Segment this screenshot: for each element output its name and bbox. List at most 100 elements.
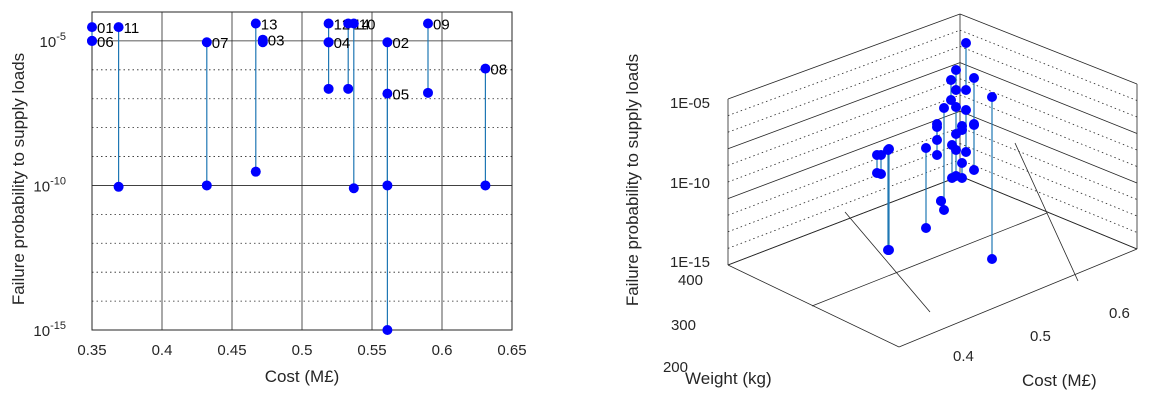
point-label-06: 06 <box>97 34 114 51</box>
y-axis-title: Weight (kg) <box>685 369 772 388</box>
marker-bottom-03 <box>257 37 268 48</box>
marker-3d-base <box>939 205 949 215</box>
point-label-05: 05 <box>392 87 409 104</box>
y-tick-exponent: -15 <box>50 320 66 332</box>
marker-bottom-11 <box>113 181 124 192</box>
marker-top-10 <box>348 18 359 29</box>
point-label-02: 02 <box>392 35 409 52</box>
z-axis-title: Failure probability to supply loads <box>623 54 642 306</box>
marker-top-12 <box>323 18 334 29</box>
marker-3d-base <box>951 85 961 95</box>
wall-left-grid <box>727 29 961 116</box>
point-label-03: 03 <box>268 33 285 50</box>
marker-3d <box>969 73 979 83</box>
wall-right-grid <box>959 94 1138 167</box>
marker-top-13 <box>250 18 261 29</box>
marker-3d <box>961 38 971 48</box>
x-axis-title: Cost (M£) <box>265 367 340 386</box>
marker-top-02 <box>382 37 393 48</box>
x-tick-label: 0.5 <box>1030 328 1051 345</box>
marker-top-05 <box>382 88 393 99</box>
marker-3d <box>883 145 893 155</box>
wall-left-grid <box>727 46 961 133</box>
marker-3d-base <box>946 95 956 105</box>
wall-right-grid <box>959 143 1138 217</box>
x-tick-label: 0.65 <box>497 342 526 359</box>
marker-bottom-12 <box>323 37 334 48</box>
wall-left-grid <box>727 175 961 266</box>
y-tick-base: 10 <box>40 34 57 51</box>
y-tick-exponent: -10 <box>50 175 66 187</box>
plot-frame <box>91 11 513 331</box>
marker-top-01 <box>87 22 97 33</box>
marker-bottom-13 <box>250 166 261 177</box>
x-tick-label: 0.55 <box>357 342 386 359</box>
marker-3d-base <box>883 245 893 255</box>
marker-3d <box>946 75 956 85</box>
marker-3d <box>951 65 961 75</box>
x-tick-label: 0.4 <box>152 342 173 359</box>
marker-3d-base <box>932 150 942 160</box>
marker-3d-base <box>987 254 997 264</box>
marker-3d <box>921 143 931 153</box>
wall-left-grid <box>727 143 961 233</box>
marker-bottom-14 <box>343 83 354 94</box>
marker-3d <box>951 102 961 112</box>
floor-grid-cost-2 <box>1014 142 1079 282</box>
marker-bottom-09 <box>423 87 433 98</box>
marker-3d <box>932 122 942 132</box>
x-tick-label: 0.45 <box>217 342 246 359</box>
wall-right-grid <box>959 127 1138 200</box>
z-tick-label: 1E-15 <box>670 254 710 271</box>
wall-right-grid <box>959 175 1138 250</box>
wall-left-grid <box>727 78 961 166</box>
point-label-09: 09 <box>433 17 450 34</box>
marker-3d <box>872 168 882 178</box>
wall-left-grid <box>727 159 961 249</box>
marker-top-06 <box>87 35 97 46</box>
marker-bottom-05 <box>382 180 393 191</box>
point-label-04: 04 <box>334 35 351 52</box>
wall-right-grid <box>959 46 1138 118</box>
x-tick-label: 0.4 <box>953 348 974 365</box>
marker-top-11 <box>113 22 124 33</box>
marker-3d <box>987 92 997 102</box>
wall-right-grid <box>959 78 1138 151</box>
marker-3d-base <box>969 165 979 175</box>
x-tick-label: 0.6 <box>432 342 453 359</box>
axis-weight <box>727 264 900 348</box>
x-tick-label: 0.6 <box>1109 305 1130 322</box>
marker-bottom-04 <box>323 83 334 94</box>
marker-3d <box>951 129 961 139</box>
x-tick-label: 0.5 <box>292 342 313 359</box>
floor-grid-weight <box>811 212 1048 307</box>
wall-left-grid <box>727 13 961 100</box>
y-tick-exponent: -5 <box>56 31 66 43</box>
y-tick-label: 10-15 <box>33 320 66 340</box>
axis-cost <box>898 248 1138 348</box>
y-tick-base: 10 <box>33 178 50 195</box>
y-tick-base: 10 <box>33 323 50 340</box>
wall-left-grid <box>727 94 961 183</box>
marker-3d-base <box>932 135 942 145</box>
marker-3d-base <box>961 85 971 95</box>
marker-top-08 <box>480 63 491 74</box>
z-tick-label: 1E-10 <box>670 175 710 192</box>
marker-3d-base <box>936 196 946 206</box>
marker-3d-base <box>961 147 971 157</box>
marker-top-09 <box>423 18 433 29</box>
point-label-01: 01 <box>97 20 114 37</box>
point-label-11: 11 <box>124 20 140 37</box>
marker-3d-base <box>947 173 957 183</box>
marker-3d <box>957 158 967 168</box>
y-tick-label: 10-10 <box>33 175 66 195</box>
floor-grid-cost <box>844 211 931 313</box>
point-label-07: 07 <box>212 35 229 52</box>
wall-right-grid <box>959 62 1138 134</box>
marker-3d <box>939 103 949 113</box>
y-tick-label: 200 <box>663 359 688 376</box>
x-axis-title: Cost (M£) <box>1022 371 1097 390</box>
marker-top-07 <box>201 37 212 48</box>
point-label-10: 10 <box>359 17 376 34</box>
